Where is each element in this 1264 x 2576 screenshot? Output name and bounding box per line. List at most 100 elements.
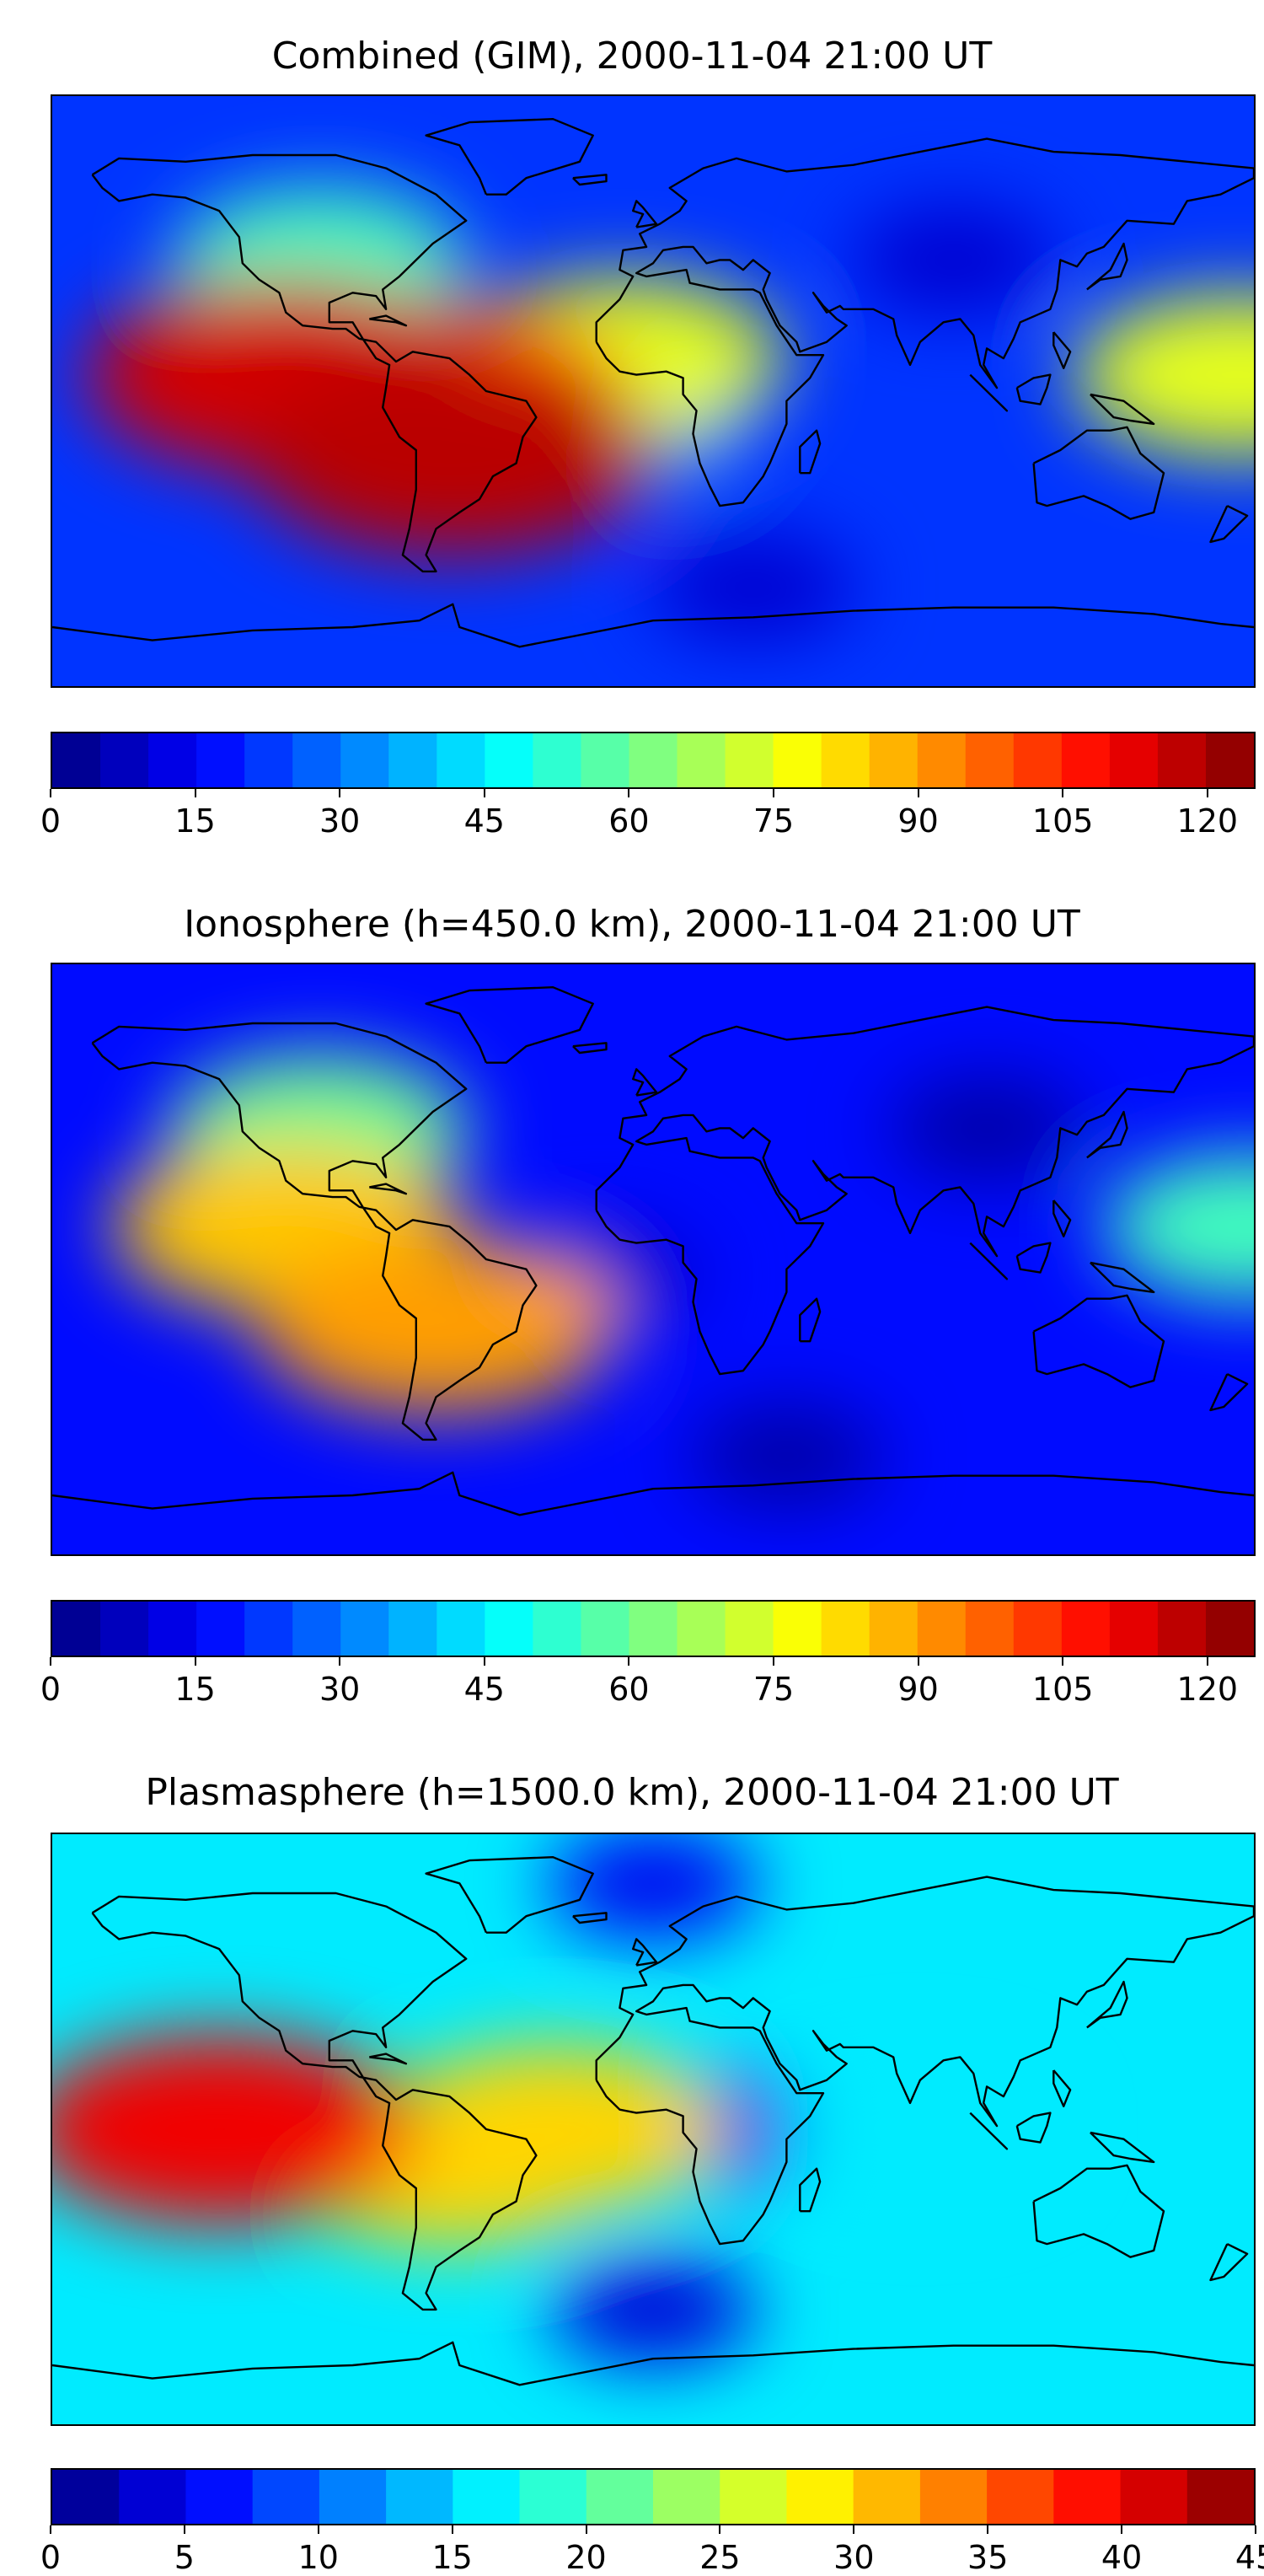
value-blob xyxy=(851,205,1056,315)
tec-map-combined xyxy=(51,94,1256,688)
colorbar-plasmasphere xyxy=(51,2468,1256,2525)
colorbar-segment xyxy=(1109,1602,1159,1656)
colorbar-segment xyxy=(1013,733,1063,787)
colorbar-tick xyxy=(483,1657,485,1666)
colorbar-segment xyxy=(185,2470,254,2524)
colorbar-segment xyxy=(100,1602,149,1656)
colorbar-tick-label: 35 xyxy=(967,2539,1009,2576)
colorbar-tick-label: 30 xyxy=(833,2539,875,2576)
coastline xyxy=(1090,393,1155,426)
colorbar-segment xyxy=(1061,733,1111,787)
panel-title: Plasmasphere (h=1500.0 km), 2000-11-04 2… xyxy=(145,1771,1119,1814)
map-canvas xyxy=(52,964,1254,1554)
coastline xyxy=(969,2112,1009,2150)
colorbar-segment xyxy=(52,733,101,787)
colorbar-tick xyxy=(50,1657,51,1666)
coastline xyxy=(1090,1261,1155,1294)
panel-title: Ionosphere (h=450.0 km), 2000-11-04 21:0… xyxy=(184,903,1080,946)
colorbar-tick xyxy=(183,2525,185,2534)
coastline xyxy=(1086,1980,1128,2029)
coastline xyxy=(969,373,1009,412)
coastline xyxy=(572,1912,608,1924)
colorbar-segment xyxy=(1013,1602,1063,1656)
coastline xyxy=(1015,1242,1052,1274)
colorbar-tick-label: 90 xyxy=(897,1671,939,1708)
coastline xyxy=(799,1297,822,1343)
colorbar-tick-label: 0 xyxy=(40,1671,62,1708)
colorbar-segment xyxy=(485,1602,533,1656)
colorbar-segment xyxy=(340,1602,389,1656)
colorbar-segment xyxy=(533,733,582,787)
colorbar-tick-label: 15 xyxy=(431,2539,473,2576)
colorbar-segment xyxy=(1205,1602,1254,1656)
colorbar-tick xyxy=(317,2525,319,2534)
colorbar-segment xyxy=(453,2470,521,2524)
colorbar-segment xyxy=(148,733,197,787)
colorbar-segment xyxy=(292,733,341,787)
colorbar-segment xyxy=(1120,2470,1188,2524)
colorbar-segment xyxy=(437,1602,485,1656)
coastline xyxy=(1209,2243,1249,2282)
colorbar-segment xyxy=(244,1602,293,1656)
colorbar-ticks-ionosphere: 0 15 30 45 60 75 90 105 120 xyxy=(40,1657,1256,1708)
colorbar-segment xyxy=(533,1602,582,1656)
colorbar-segment xyxy=(821,733,870,787)
colorbar-tick-label: 30 xyxy=(319,1671,361,1708)
colorbar-tick xyxy=(585,2525,587,2534)
colorbar-tick xyxy=(1206,789,1208,797)
coastline xyxy=(369,314,408,327)
colorbar-segment xyxy=(386,2470,453,2524)
colorbar-segment xyxy=(720,2470,788,2524)
colorbar-segment xyxy=(917,733,967,787)
colorbar-tick-label: 45 xyxy=(463,802,505,840)
colorbar-segment xyxy=(1205,733,1254,787)
coastline xyxy=(91,1892,538,2311)
colorbar-segment xyxy=(821,1602,870,1656)
colorbar-segment xyxy=(52,1602,101,1656)
coastline xyxy=(595,1006,1254,1376)
colorbar-segment xyxy=(148,1602,197,1656)
colorbar-segment xyxy=(52,2470,120,2524)
colorbar-tick xyxy=(50,789,51,797)
value-blob xyxy=(785,2060,1055,2198)
coastline xyxy=(425,986,594,1064)
colorbar-tick xyxy=(917,1657,919,1666)
colorbar-tick xyxy=(1121,2525,1123,2534)
colorbar-tick xyxy=(853,2525,855,2534)
colorbar-segment xyxy=(965,733,1015,787)
colorbar-tick-label: 25 xyxy=(699,2539,741,2576)
colorbar-combined xyxy=(51,732,1256,789)
colorbar-segment xyxy=(917,1602,967,1656)
colorbar-tick-label: 5 xyxy=(174,2539,195,2576)
colorbar-tick-label: 0 xyxy=(40,2539,62,2576)
colorbar-tick-label: 15 xyxy=(174,1671,216,1708)
coastline xyxy=(1052,331,1072,369)
coastline xyxy=(595,137,1254,507)
colorbar-canvas xyxy=(52,1602,1254,1656)
colorbar-tick xyxy=(628,789,630,797)
colorbar-segment xyxy=(196,733,245,787)
coastline xyxy=(1052,2069,1072,2107)
colorbar-segment xyxy=(987,2470,1054,2524)
coastline xyxy=(799,2167,822,2213)
colorbar-segment xyxy=(725,1602,774,1656)
colorbar-tick-label: 60 xyxy=(608,1671,650,1708)
colorbar-segment xyxy=(1157,733,1207,787)
colorbar-tick-label: 15 xyxy=(174,802,216,840)
coastline xyxy=(1086,242,1128,291)
colorbar-tick xyxy=(987,2525,989,2534)
colorbar-tick-label: 60 xyxy=(608,802,650,840)
colorbar-segment xyxy=(629,733,678,787)
coastline xyxy=(595,1876,1254,2246)
value-blob xyxy=(52,2033,417,2225)
colorbar-segment xyxy=(581,1602,630,1656)
colorbar-tick-label: 105 xyxy=(1031,1671,1094,1708)
colorbar-canvas xyxy=(52,733,1254,787)
colorbar-segment xyxy=(519,2470,587,2524)
colorbar-tick-label: 30 xyxy=(319,802,361,840)
coastline xyxy=(52,1471,1254,1516)
colorbar-tick xyxy=(628,1657,630,1666)
colorbar-tick-label: 0 xyxy=(40,802,62,840)
colorbar-segment xyxy=(677,733,726,787)
colorbar-segment xyxy=(292,1602,341,1656)
